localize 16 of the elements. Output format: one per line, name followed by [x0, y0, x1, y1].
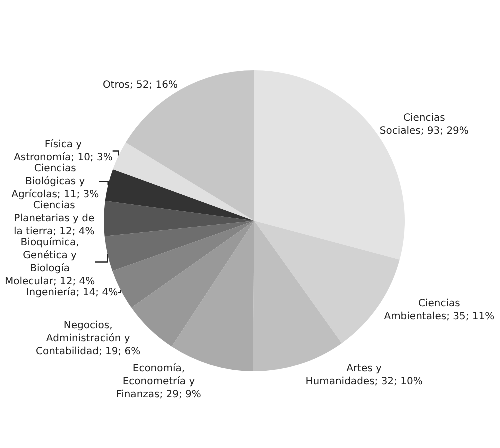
pie-slice [132, 221, 254, 347]
slice-label: Bioquímica, Genética y Biología Molecular; 12; 4% [4, 237, 96, 288]
slice-label: Negocios, Administración y Contabilidad; 19; 6% [36, 320, 141, 358]
pie-slice [104, 221, 254, 272]
pie-slice [105, 169, 254, 221]
slice-label: Física y Astronomía; 10; 3% [14, 139, 113, 164]
slice-label: Ingeniería; 14; 4% [26, 287, 118, 298]
slice-label: Ciencias Sociales; 93; 29% [380, 112, 469, 137]
slice-label: Ciencias Biológicas y Agrícolas; 11; 3% [12, 163, 100, 200]
slice-label: Otros; 52; 16% [102, 80, 178, 92]
slice-label: Economía, Econometría y Finanzas; 29; 9% [116, 363, 202, 400]
pie-slice [104, 201, 254, 237]
pie-slice [253, 221, 342, 372]
slice-label: Ciencias Planetarias y de la tierra; 12; 4% [14, 200, 95, 238]
slice-label: Artes y Humanidades; 32; 10% [306, 363, 423, 388]
slice-label: Ciencias Ambientales; 35; 11% [384, 298, 495, 323]
